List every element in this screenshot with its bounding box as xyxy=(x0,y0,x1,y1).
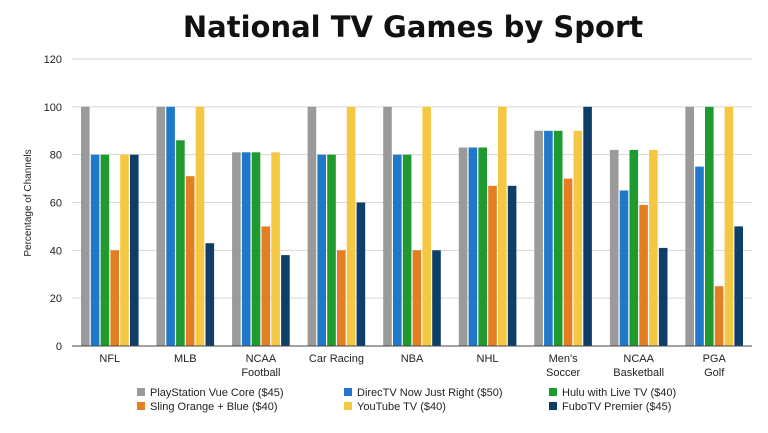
bar xyxy=(185,176,195,346)
bar xyxy=(307,106,317,346)
bar xyxy=(281,255,290,346)
bar xyxy=(383,106,392,346)
bar xyxy=(205,243,215,346)
bar xyxy=(458,147,468,346)
x-tick-label: NBA xyxy=(401,353,424,365)
legend-swatch xyxy=(549,402,557,410)
bar xyxy=(544,130,553,347)
y-axis-ticks: 0 20 40 60 80 100 120 xyxy=(44,54,62,353)
bar xyxy=(412,250,422,346)
bar xyxy=(658,247,668,346)
x-tick-label: NHL xyxy=(477,353,499,365)
bar xyxy=(488,185,497,346)
y-tick-label: 40 xyxy=(50,245,62,257)
x-tick-label: Men's xyxy=(549,353,578,365)
bar xyxy=(120,154,129,346)
bar xyxy=(195,106,205,346)
y-tick-label: 60 xyxy=(50,198,62,210)
bar xyxy=(619,190,629,346)
bar xyxy=(507,185,517,346)
bar xyxy=(639,204,648,346)
legend-label: PlayStation Vue Core ($45) xyxy=(150,387,284,399)
bar xyxy=(724,106,734,346)
legend-swatch xyxy=(137,388,145,396)
bar xyxy=(337,250,346,346)
x-tick-label: MLB xyxy=(174,353,197,365)
legend-label: YouTube TV ($40) xyxy=(357,401,446,413)
bar xyxy=(241,152,251,346)
bar xyxy=(534,130,543,347)
bar xyxy=(714,286,724,346)
legend-swatch xyxy=(344,402,352,410)
bar xyxy=(432,250,441,346)
legend-swatch xyxy=(137,402,145,410)
bar xyxy=(402,154,412,346)
bar xyxy=(346,106,356,346)
x-tick-label: Basketball xyxy=(613,367,664,379)
bar xyxy=(685,106,694,346)
bar xyxy=(130,154,139,346)
y-tick-label: 0 xyxy=(56,341,62,353)
bar xyxy=(232,152,241,346)
bar xyxy=(573,130,583,347)
bar xyxy=(176,140,185,346)
legend-label: Hulu with Live TV ($40) xyxy=(562,387,676,399)
chart-title: National TV Games by Sport xyxy=(183,10,643,44)
bar xyxy=(156,106,166,346)
x-tick-label: PGA xyxy=(703,353,727,365)
bar xyxy=(422,106,431,346)
bar xyxy=(563,178,573,346)
x-tick-label: Golf xyxy=(704,367,725,379)
bar xyxy=(100,154,110,346)
legend-label: Sling Orange + Blue ($40) xyxy=(150,401,278,413)
bar xyxy=(327,154,336,346)
bar xyxy=(553,130,563,347)
bar xyxy=(695,166,704,346)
x-tick-label: NFL xyxy=(99,353,120,365)
legend-swatch xyxy=(549,388,557,396)
x-tick-label: Car Racing xyxy=(309,353,364,365)
bar xyxy=(251,152,261,346)
gridlines xyxy=(72,58,752,299)
bar xyxy=(583,106,592,346)
x-tick-label: NCAA xyxy=(623,353,654,365)
y-tick-label: 120 xyxy=(44,54,62,66)
legend-swatch xyxy=(344,388,352,396)
x-tick-label: Soccer xyxy=(546,367,581,379)
category-labels: NFL MLB NCAA Football Car Racing NBA NHL Men's S… xyxy=(99,353,726,379)
bar xyxy=(609,149,619,346)
legend-label: FuboTV Premier ($45) xyxy=(562,401,671,413)
y-axis-label: Percentage of Channels xyxy=(23,149,34,256)
bar xyxy=(317,154,326,346)
bar xyxy=(90,154,100,346)
bar xyxy=(356,202,366,346)
y-tick-label: 80 xyxy=(50,150,62,162)
bars xyxy=(81,106,743,347)
bar xyxy=(705,106,714,346)
bar xyxy=(468,147,478,346)
bar xyxy=(166,106,175,346)
bar xyxy=(110,250,119,346)
legend: PlayStation Vue Core ($45) DirecTV Now Ju… xyxy=(137,387,676,413)
bar xyxy=(498,106,507,346)
bar xyxy=(649,149,658,346)
bar xyxy=(271,152,280,346)
bar xyxy=(734,226,743,346)
bar xyxy=(393,154,402,346)
bar xyxy=(629,149,639,346)
y-tick-label: 20 xyxy=(50,293,62,305)
y-tick-label: 100 xyxy=(44,102,62,114)
legend-label: DirecTV Now Just Right ($50) xyxy=(357,387,503,399)
x-tick-label: Football xyxy=(241,367,280,379)
bar xyxy=(81,106,90,346)
bar xyxy=(478,147,487,346)
x-tick-label: NCAA xyxy=(246,353,277,365)
bar xyxy=(261,226,271,346)
